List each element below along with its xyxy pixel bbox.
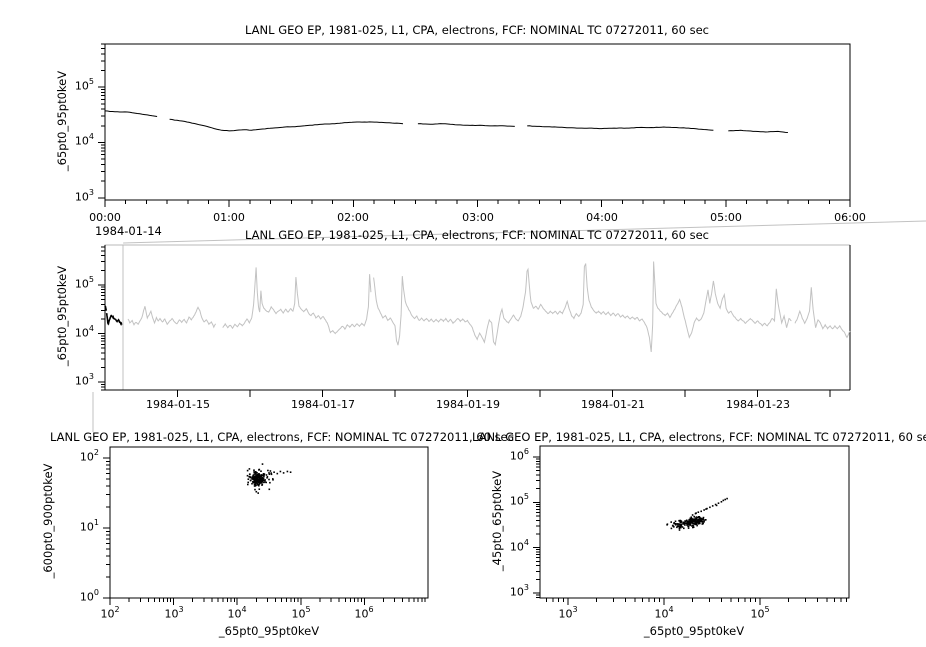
overview-time-series-plot-area[interactable]: [105, 245, 850, 390]
scatter-left-plot-area[interactable]: [110, 447, 428, 598]
scatter-right-plot-area[interactable]: [540, 446, 849, 598]
top-time-series-plot-area[interactable]: [105, 44, 850, 200]
